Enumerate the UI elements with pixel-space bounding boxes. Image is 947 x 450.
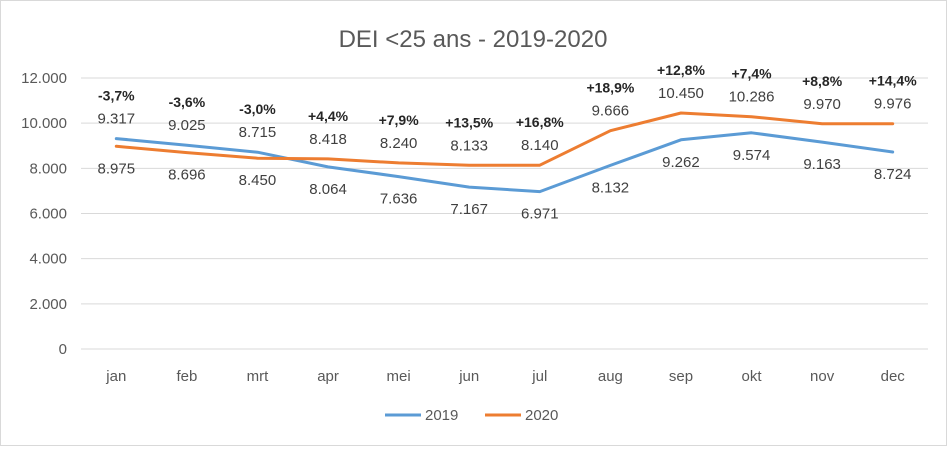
- data-label-2019: 7.167: [450, 201, 488, 218]
- data-label-2020: 8.140: [521, 137, 559, 154]
- x-tick-label: feb: [176, 368, 197, 385]
- change-label: +12,8%: [657, 62, 705, 78]
- series-line-2020: [114, 111, 895, 167]
- data-label-2020: 8.133: [450, 137, 488, 154]
- y-tick-label: 12.000: [21, 70, 67, 87]
- x-tick-label: mei: [387, 368, 411, 385]
- data-label-2020: 10.286: [729, 89, 775, 106]
- change-label: +14,4%: [869, 73, 917, 89]
- data-label-2019: 8.715: [239, 124, 277, 141]
- change-label: +8,8%: [802, 73, 843, 89]
- series-lines: [114, 111, 895, 194]
- data-label-2019: 9.574: [733, 147, 771, 164]
- data-label-2019: 8.724: [874, 166, 912, 183]
- x-tick-label: aug: [598, 368, 623, 385]
- change-label: +7,4%: [731, 66, 772, 82]
- data-label-2020: 8.240: [380, 135, 418, 152]
- data-label-2020: 10.450: [658, 85, 704, 102]
- y-tick-label: 8.000: [29, 160, 67, 177]
- data-label-2019: 9.025: [168, 117, 206, 134]
- x-tick-label: jan: [105, 368, 126, 385]
- gridlines: [81, 77, 928, 350]
- change-label: -3,7%: [98, 88, 135, 104]
- change-label: +4,4%: [308, 108, 349, 124]
- legend-label-2020: 2020: [525, 407, 558, 424]
- data-label-2019: 9.163: [803, 156, 841, 173]
- change-label: -3,0%: [239, 101, 276, 117]
- change-labels: -3,7% -3,6% -3,0% +4,4% +7,9% +13,5% +16,8% +18…: [98, 62, 917, 130]
- change-label: +7,9%: [379, 112, 420, 128]
- x-axis-tick-labels: jan feb mrt apr mei jun jul aug sep okt nov dec: [105, 368, 905, 385]
- legend: 2019 2020: [385, 407, 558, 424]
- x-tick-label: apr: [317, 368, 339, 385]
- x-tick-label: mrt: [247, 368, 269, 385]
- data-label-2020: 9.666: [592, 103, 630, 120]
- data-label-2019: 6.971: [521, 206, 559, 223]
- data-label-2020: 8.450: [239, 172, 277, 189]
- change-label: -3,6%: [169, 94, 206, 110]
- data-label-2019: 7.636: [380, 191, 418, 208]
- y-tick-label: 4.000: [29, 251, 67, 268]
- chart-title: DEI <25 ans - 2019-2020: [339, 26, 608, 53]
- data-label-2020: 8.975: [98, 160, 136, 177]
- y-axis-tick-labels: 0 2.000 4.000 6.000 8.000 10.000 12.000: [21, 70, 67, 358]
- x-tick-label: nov: [810, 368, 835, 385]
- x-tick-label: jun: [458, 368, 479, 385]
- change-label: +13,5%: [445, 114, 493, 130]
- data-labels: 9.317 8.975 9.025 8.696 8.715 8.450 8.418 8.064…: [98, 85, 912, 223]
- y-tick-label: 2.000: [29, 296, 67, 313]
- x-tick-label: okt: [742, 368, 763, 385]
- y-tick-label: 6.000: [29, 206, 67, 223]
- x-tick-label: sep: [669, 368, 693, 385]
- x-tick-label: jul: [531, 368, 547, 385]
- data-label-2020: 8.418: [309, 131, 347, 148]
- change-label: +16,8%: [516, 114, 564, 130]
- change-label: +18,9%: [586, 80, 634, 96]
- data-label-2019: 9.317: [98, 111, 136, 128]
- data-label-2020: 9.976: [874, 96, 912, 113]
- data-label-2020: 9.970: [803, 96, 841, 113]
- y-tick-label: 0: [59, 341, 67, 358]
- data-label-2019: 9.262: [662, 154, 700, 171]
- data-label-2019: 8.132: [592, 179, 630, 196]
- data-label-2020: 8.696: [168, 167, 206, 184]
- legend-label-2019: 2019: [425, 407, 458, 424]
- data-label-2019: 8.064: [309, 181, 347, 198]
- x-tick-label: dec: [881, 368, 906, 385]
- series-line-2019: [114, 131, 895, 194]
- y-tick-label: 10.000: [21, 115, 67, 132]
